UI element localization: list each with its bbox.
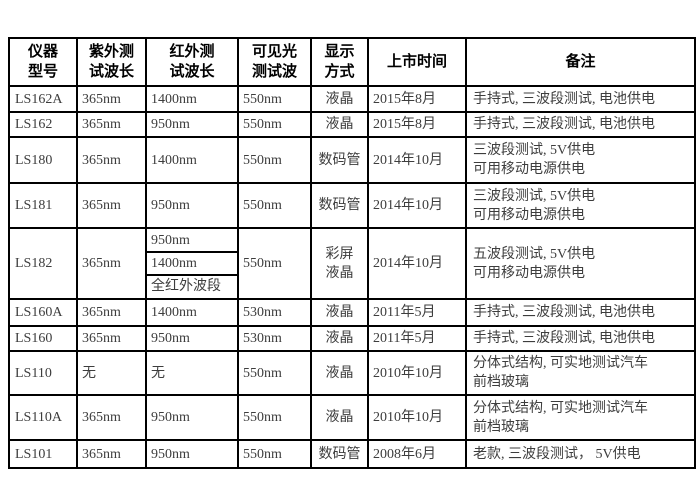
table-body: LS162A 365nm 1400nm 550nm 液晶 2015年8月 手持式, 三波段测… — [8, 85, 696, 469]
cell-model: LS101 — [8, 439, 78, 469]
cell-model: LS181 — [8, 182, 78, 229]
instrument-spec-table: 仪器 型号 紫外测 试波长 红外测 试波长 可见光 测试波 显示 方式 上市时间 备注 LS… — [8, 37, 696, 469]
table-row-LS162: LS162 365nm 950nm 550nm 液晶 2015年8月 手持式, 三波段测试,… — [8, 111, 696, 138]
cell-remark: 三波段测试, 5V供电 可用移动电源供电 — [465, 136, 696, 184]
cell-remark: 五波段测试, 5V供电 可用移动电源供电 — [465, 227, 696, 300]
cell-model: LS162 — [8, 111, 78, 138]
cell-remark: 分体式结构, 可实地测试汽车 前档玻璃 — [465, 350, 696, 396]
cell-launch: 2008年6月 — [367, 439, 467, 469]
cell-remark: 手持式, 三波段测试, 电池供电 — [465, 85, 696, 113]
ir-subcell: 1400nm — [148, 253, 236, 276]
cell-display: 数码管 — [310, 136, 369, 184]
cell-model: LS162A — [8, 85, 78, 113]
cell-model: LS182 — [8, 227, 78, 300]
cell-launch: 2014年10月 — [367, 182, 467, 229]
column-header-display: 显示 方式 — [310, 37, 369, 87]
cell-ir: 950nm — [145, 182, 239, 229]
cell-display: 彩屏 液晶 — [310, 227, 369, 300]
table-row-LS182: LS182 365nm 950nm 1400nm 全红外波段 550nm 彩屏 液晶 2014… — [8, 227, 696, 300]
cell-ir: 1400nm — [145, 298, 239, 327]
cell-visible: 530nm — [237, 325, 312, 352]
column-header-remark: 备注 — [465, 37, 696, 87]
cell-display: 液晶 — [310, 350, 369, 396]
cell-visible: 550nm — [237, 227, 312, 300]
cell-display: 数码管 — [310, 182, 369, 229]
cell-uv: 365nm — [76, 111, 147, 138]
table-row-LS162A: LS162A 365nm 1400nm 550nm 液晶 2015年8月 手持式, 三波段测… — [8, 85, 696, 113]
cell-model: LS110A — [8, 394, 78, 441]
cell-ir: 950nm 1400nm 全红外波段 — [145, 227, 239, 300]
cell-remark: 手持式, 三波段测试, 电池供电 — [465, 298, 696, 327]
ir-subcell: 950nm — [148, 230, 236, 253]
cell-visible: 550nm — [237, 111, 312, 138]
cell-launch: 2015年8月 — [367, 85, 467, 113]
table-row-LS101: LS101 365nm 950nm 550nm 数码管 2008年6月 老款, 三波段测试，… — [8, 439, 696, 469]
table-row-LS110: LS110 无无 550nm 液晶 2010年10月 分体式结构, 可实地测试汽车 前档玻… — [8, 350, 696, 396]
cell-model: LS180 — [8, 136, 78, 184]
cell-model: LS110 — [8, 350, 78, 396]
table-row-LS160A: LS160A 365nm 1400nm 530nm 液晶 2011年5月 手持式, 三波段测… — [8, 298, 696, 327]
cell-remark: 手持式, 三波段测试, 电池供电 — [465, 325, 696, 352]
header-row: 仪器 型号 紫外测 试波长 红外测 试波长 可见光 测试波 显示 方式 上市时间 备注 — [8, 37, 696, 87]
table-row-LS181: LS181 365nm 950nm 550nm 数码管 2014年10月 三波段测试, 5V… — [8, 182, 696, 229]
column-header-uv: 紫外测 试波长 — [76, 37, 147, 87]
cell-uv: 无 — [76, 350, 147, 396]
cell-remark: 手持式, 三波段测试, 电池供电 — [465, 111, 696, 138]
column-header-model: 仪器 型号 — [8, 37, 78, 87]
cell-display: 液晶 — [310, 325, 369, 352]
cell-display: 液晶 — [310, 111, 369, 138]
ir-subcell: 全红外波段 — [151, 279, 221, 294]
cell-launch: 2010年10月 — [367, 350, 467, 396]
cell-launch: 2011年5月 — [367, 325, 467, 352]
cell-visible: 550nm — [237, 350, 312, 396]
column-header-visible: 可见光 测试波 — [237, 37, 312, 87]
cell-uv: 365nm — [76, 182, 147, 229]
cell-launch: 2015年8月 — [367, 111, 467, 138]
cell-ir: 950nm — [145, 439, 239, 469]
cell-uv: 365nm — [76, 227, 147, 300]
cell-ir: 1400nm — [145, 85, 239, 113]
cell-remark: 三波段测试, 5V供电 可用移动电源供电 — [465, 182, 696, 229]
cell-uv: 365nm — [76, 85, 147, 113]
cell-visible: 550nm — [237, 136, 312, 184]
cell-uv: 365nm — [76, 298, 147, 327]
cell-visible: 550nm — [237, 439, 312, 469]
cell-visible: 550nm — [237, 85, 312, 113]
cell-display: 液晶 — [310, 298, 369, 327]
cell-launch: 2011年5月 — [367, 298, 467, 327]
cell-uv: 365nm — [76, 325, 147, 352]
cell-display: 数码管 — [310, 439, 369, 469]
ir-subcell-stack: 950nm 1400nm 全红外波段 — [148, 230, 236, 297]
cell-ir: 950nm — [145, 394, 239, 441]
cell-launch: 2014年10月 — [367, 136, 467, 184]
cell-ir: 1400nm — [145, 136, 239, 184]
table-row-LS160: LS160 365nm 950nm 530nm 液晶 2011年5月 手持式, 三波段测试,… — [8, 325, 696, 352]
cell-uv: 365nm — [76, 439, 147, 469]
cell-display: 液晶 — [310, 85, 369, 113]
cell-visible: 550nm — [237, 182, 312, 229]
cell-remark: 分体式结构, 可实地测试汽车 前档玻璃 — [465, 394, 696, 441]
cell-visible: 550nm — [237, 394, 312, 441]
cell-ir: 950nm — [145, 325, 239, 352]
column-header-ir: 红外测 试波长 — [145, 37, 239, 87]
cell-uv: 365nm — [76, 136, 147, 184]
cell-display: 液晶 — [310, 394, 369, 441]
cell-ir: 无 — [145, 350, 239, 396]
cell-launch: 2014年10月 — [367, 227, 467, 300]
cell-launch: 2010年10月 — [367, 394, 467, 441]
cell-model: LS160A — [8, 298, 78, 327]
column-header-launch: 上市时间 — [367, 37, 467, 87]
cell-remark: 老款, 三波段测试， 5V供电 — [465, 439, 696, 469]
cell-model: LS160 — [8, 325, 78, 352]
table-row-LS180: LS180 365nm 1400nm 550nm 数码管 2014年10月 三波段测试, 5… — [8, 136, 696, 184]
cell-visible: 530nm — [237, 298, 312, 327]
cell-uv: 365nm — [76, 394, 147, 441]
table-row-LS110A: LS110A 365nm 950nm 550nm 液晶 2010年10月 分体式结构, 可实… — [8, 394, 696, 441]
cell-ir: 950nm — [145, 111, 239, 138]
